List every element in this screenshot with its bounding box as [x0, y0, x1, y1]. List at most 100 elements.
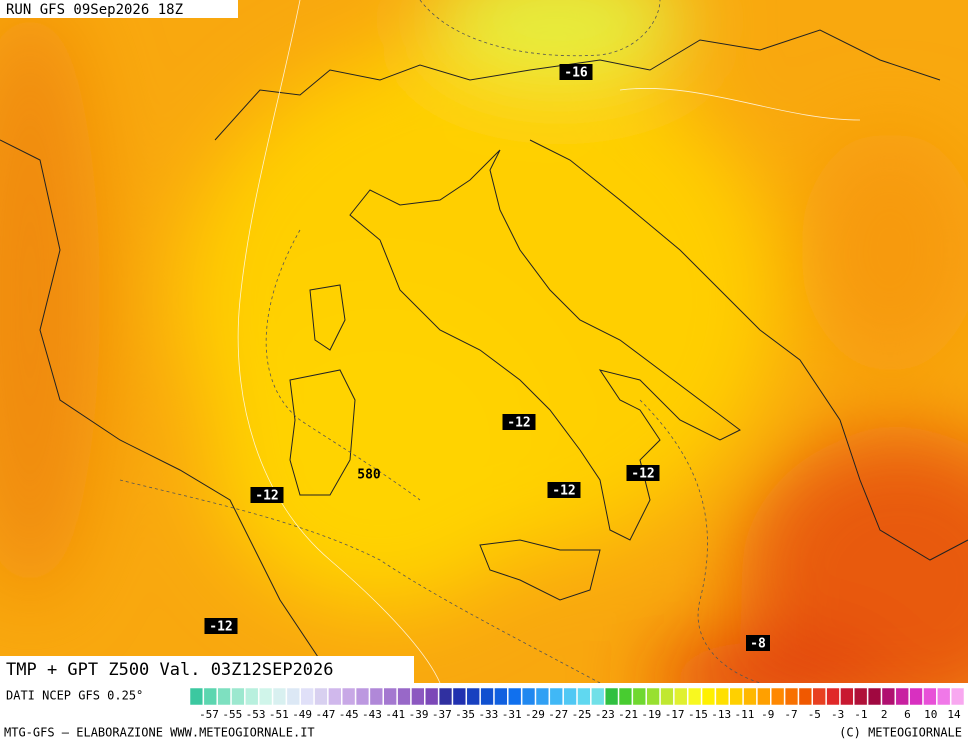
legend-label: -39 [409, 708, 429, 721]
legend-swatch [923, 687, 937, 706]
legend-label: -3 [831, 708, 844, 721]
legend-swatch [300, 687, 314, 706]
contour-label: -16 [564, 66, 588, 81]
legend-swatch [784, 687, 799, 706]
label-box [204, 618, 238, 634]
label-box [250, 487, 284, 503]
legend-label: -11 [735, 708, 755, 721]
legend-swatch [618, 687, 633, 706]
legend-label: -57 [199, 708, 219, 721]
legend-label: -19 [641, 708, 661, 721]
legend-swatch [383, 687, 397, 706]
legend-label: -53 [246, 708, 266, 721]
run-box [0, 0, 238, 18]
legend-swatch [217, 687, 231, 706]
legend-swatch [840, 687, 854, 706]
label-box [547, 482, 581, 498]
legend-swatch [660, 687, 674, 706]
legend-label: -15 [688, 708, 708, 721]
label-box [502, 414, 536, 430]
legend-label: -17 [665, 708, 685, 721]
legend-label: -43 [362, 708, 382, 721]
legend-swatch [757, 687, 771, 706]
legend-swatch [480, 687, 494, 706]
legend-swatch [729, 687, 743, 706]
legend-label: -9 [761, 708, 774, 721]
legend-swatch [272, 687, 287, 706]
contour-label: -12 [507, 416, 530, 431]
legend-label: -21 [618, 708, 638, 721]
legend-swatch [632, 687, 646, 706]
map-title: TMP + GPT Z500 Val. 03Z12SEP2026 [6, 660, 334, 680]
title-box [0, 656, 414, 683]
run-label: RUN GFS 09Sep2026 18Z [6, 2, 183, 18]
legend-label: -47 [315, 708, 335, 721]
label-box [559, 64, 593, 80]
legend-swatch [231, 687, 245, 706]
color-legend: -57 -55 -53 -51 -49 -47 -45 -43 -41 -39 -37 -35 -33-… [189, 687, 965, 721]
legend-label: -29 [525, 708, 545, 721]
legend-swatch [950, 687, 965, 706]
legend-swatch [743, 687, 757, 706]
legend-label: -45 [339, 708, 359, 721]
legend-swatch [328, 687, 342, 706]
label-box [746, 635, 770, 651]
legend-label: -33 [478, 708, 498, 721]
contour-label: -12 [209, 620, 232, 635]
legend-label: -25 [572, 708, 592, 721]
label-box [626, 465, 660, 481]
legend-swatch [521, 687, 536, 706]
legend-swatch [646, 687, 660, 706]
legend-label: -7 [784, 708, 797, 721]
legend-swatch [258, 687, 273, 706]
legend-swatch [341, 687, 356, 706]
legend-swatch [189, 687, 204, 706]
legend-label: 14 [947, 708, 961, 721]
legend-label: 10 [924, 708, 937, 721]
legend-swatch [687, 687, 702, 706]
legend-label: -37 [432, 708, 452, 721]
legend-label: -31 [502, 708, 522, 721]
legend-swatch [425, 687, 439, 706]
legend-swatch [798, 687, 813, 706]
legend-label: -41 [385, 708, 405, 721]
legend-swatch [812, 687, 826, 706]
legend-swatch [466, 687, 480, 706]
footer-left: MTG-GFS — ELABORAZIONE WWW.METEOGIORNALE… [4, 726, 315, 740]
footer-right: (C) METEOGIORNALE [839, 726, 962, 740]
legend-swatch [895, 687, 909, 706]
legend-swatch [508, 687, 522, 706]
legend-swatch [826, 687, 840, 706]
legend-swatch [314, 687, 328, 706]
legend-label: -51 [269, 708, 289, 721]
legend-swatch [577, 687, 591, 706]
legend-swatch [286, 687, 300, 706]
legend-label: -23 [595, 708, 615, 721]
legend-swatch [771, 687, 785, 706]
legend-label: 2 [881, 708, 888, 721]
legend-swatch [411, 687, 425, 706]
height-label: 580 [357, 468, 381, 483]
source-label: DATI NCEP GFS 0.25° [6, 689, 143, 703]
legend-swatch [867, 687, 882, 706]
legend-swatch [701, 687, 716, 706]
legend-label: 6 [904, 708, 911, 721]
map-field [0, 0, 968, 683]
legend-swatch [715, 687, 729, 706]
legend-swatch [355, 687, 370, 706]
legend-swatch [549, 687, 563, 706]
legend-swatch [397, 687, 411, 706]
contour-label: -12 [631, 467, 654, 482]
legend-swatch [535, 687, 550, 706]
legend-swatch [909, 687, 923, 706]
legend-label: -5 [808, 708, 821, 721]
legend-swatch [674, 687, 688, 706]
contour-label: -8 [750, 637, 766, 652]
legend-swatch [494, 687, 508, 706]
legend-label: -13 [711, 708, 731, 721]
legend-swatch [245, 687, 259, 706]
legend-swatch [452, 687, 467, 706]
legend-swatch [854, 687, 868, 706]
legend-swatch [438, 687, 453, 706]
